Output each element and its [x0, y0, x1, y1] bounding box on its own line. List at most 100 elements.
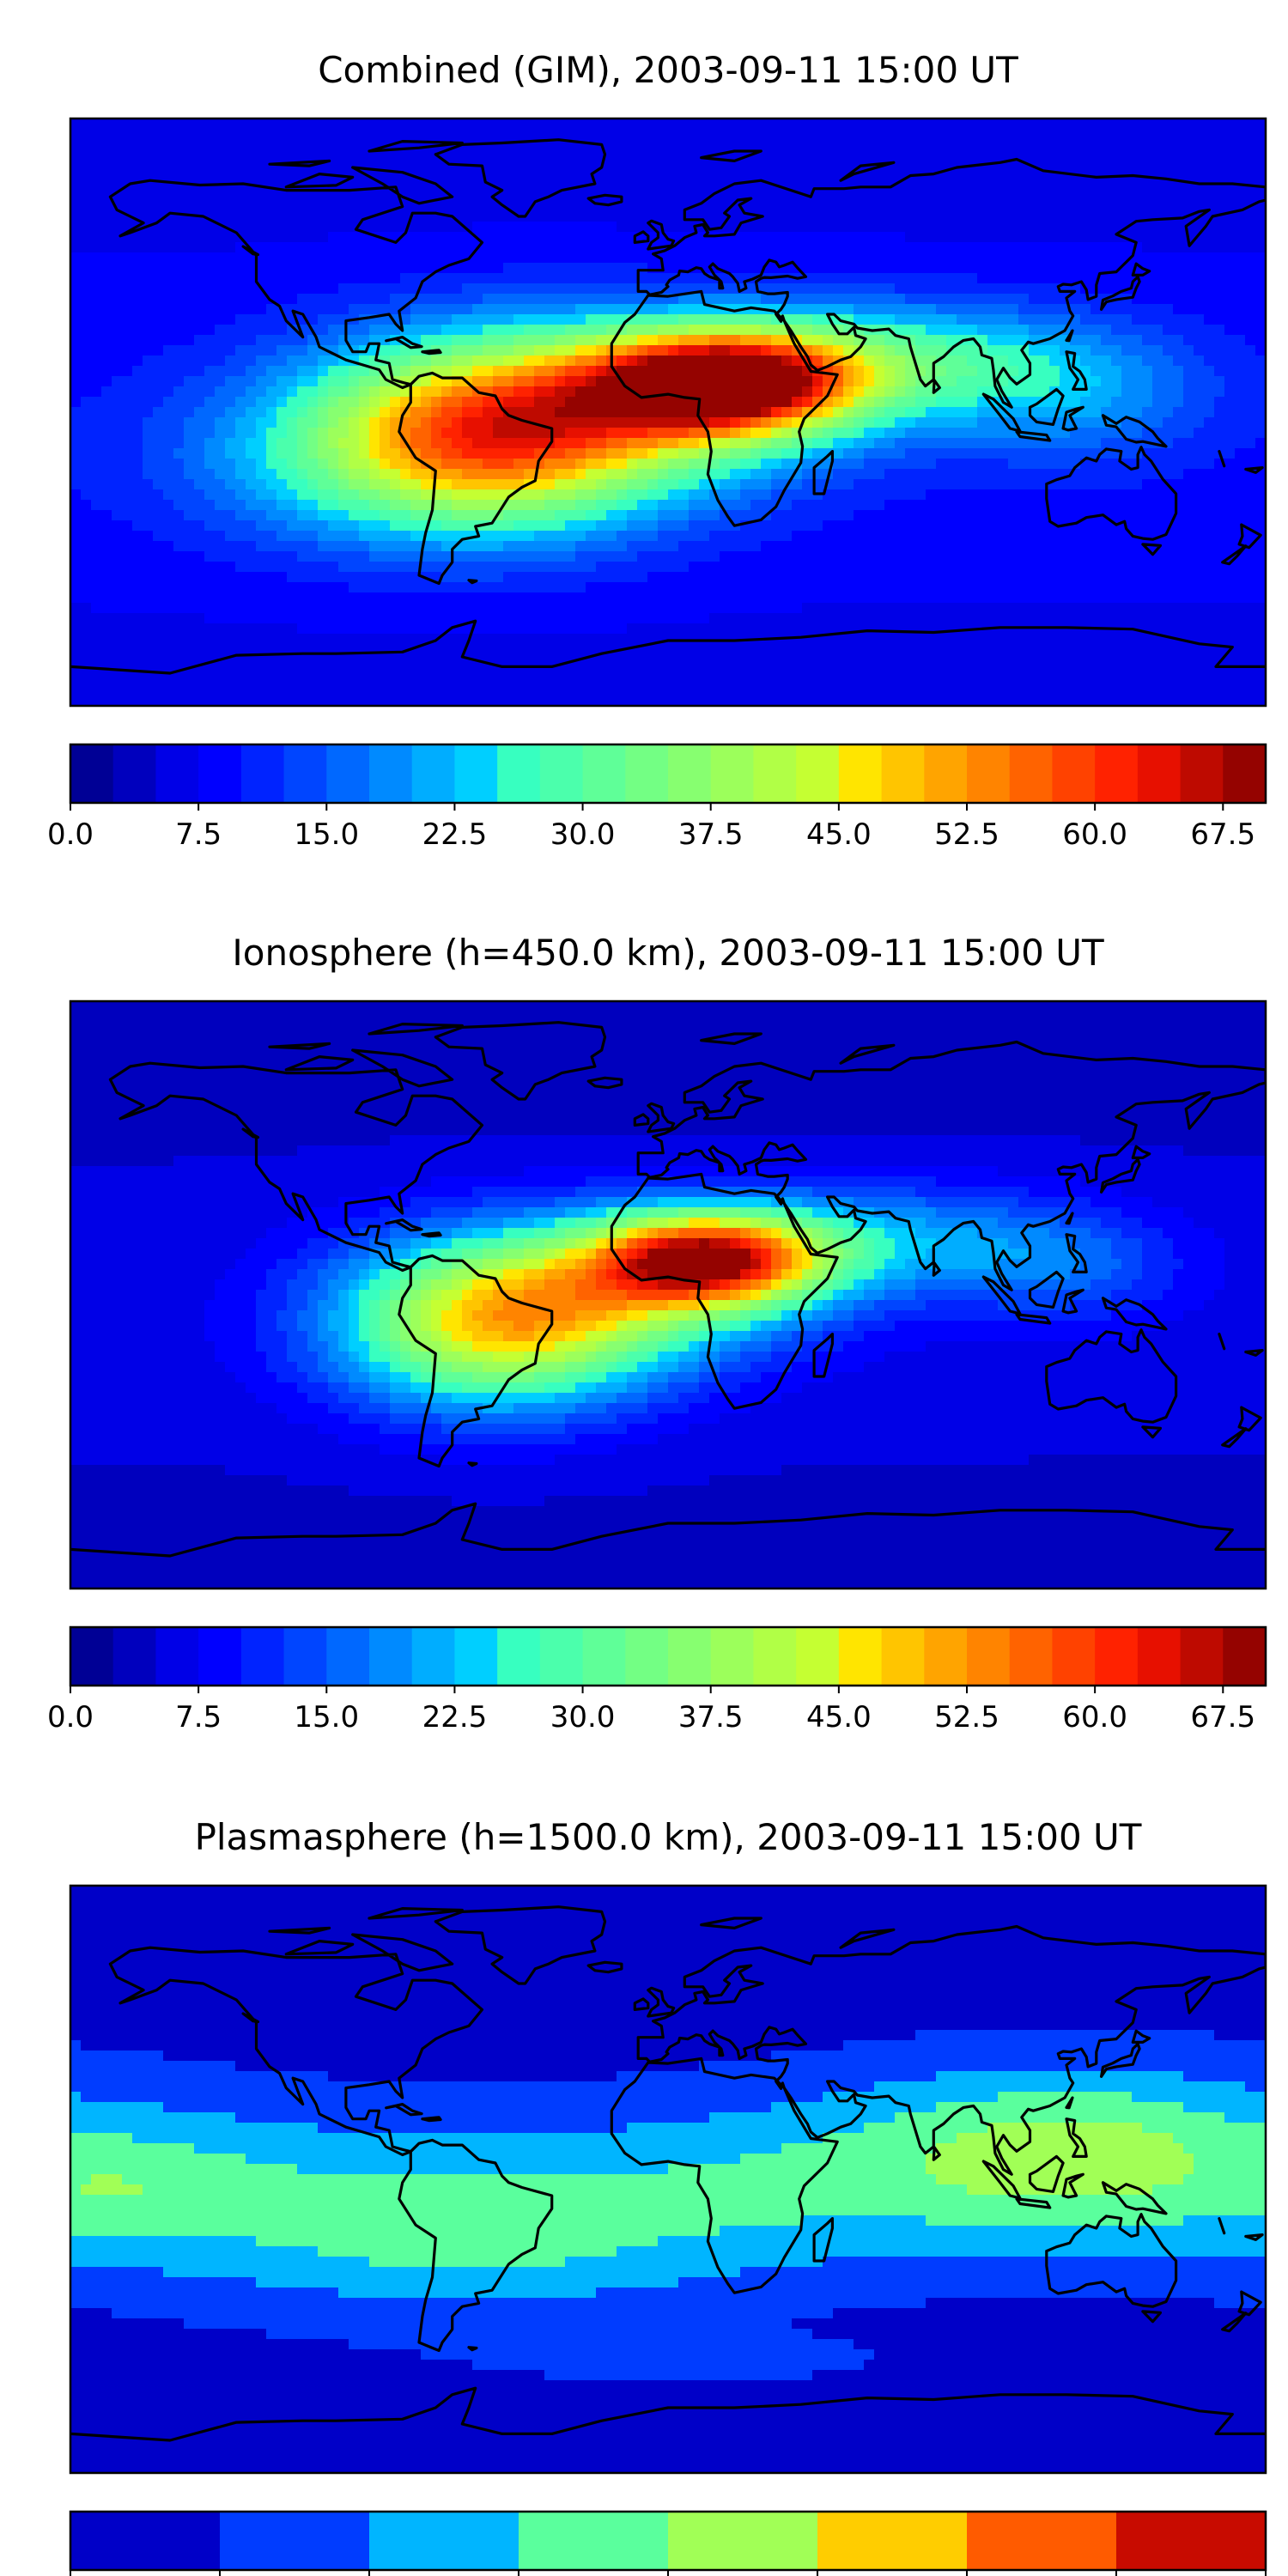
heatmap-cell [1029, 191, 1040, 202]
heatmap-cell [483, 469, 494, 480]
heatmap-cell [740, 366, 751, 377]
heatmap-cell [483, 531, 494, 542]
heatmap-cell [750, 479, 762, 490]
heatmap-cell [163, 520, 174, 532]
heatmap-cell [1008, 448, 1019, 459]
heatmap-cell [369, 510, 380, 521]
heatmap-cell [812, 273, 823, 284]
heatmap-cell [390, 160, 401, 171]
heatmap-cell [349, 211, 360, 222]
heatmap-cell [513, 263, 525, 274]
heatmap-cell [318, 201, 329, 212]
heatmap-cell [1173, 222, 1184, 233]
heatmap-cell [483, 459, 494, 470]
heatmap-cell [544, 397, 556, 408]
heatmap-cell [1245, 438, 1256, 449]
heatmap-cell [493, 541, 504, 552]
heatmap-cell [1029, 201, 1040, 212]
heatmap-cell [606, 252, 617, 264]
heatmap-cell [431, 510, 442, 521]
heatmap-cell [81, 191, 92, 202]
heatmap-cell [246, 500, 257, 511]
heatmap-cell [81, 510, 92, 521]
heatmap-cell [225, 335, 236, 346]
heatmap-cell [1060, 252, 1071, 264]
heatmap-cell [998, 149, 1009, 161]
heatmap-cell [1060, 263, 1071, 274]
heatmap-cell [606, 170, 617, 181]
heatmap-cell [246, 325, 257, 336]
heatmap-cell [750, 345, 762, 356]
heatmap-cell [606, 139, 617, 150]
heatmap-cell [792, 397, 803, 408]
heatmap-cell [503, 211, 514, 222]
heatmap-cell [400, 294, 411, 305]
heatmap-cell [91, 459, 102, 470]
heatmap-cell [390, 479, 401, 490]
heatmap-cell [1080, 489, 1091, 501]
heatmap-cell [1173, 283, 1184, 295]
heatmap-cell [225, 294, 236, 305]
heatmap-cell [1111, 397, 1122, 408]
heatmap-cell [802, 242, 813, 253]
heatmap-cell [410, 407, 422, 418]
heatmap-cell [823, 273, 834, 284]
heatmap-cell [349, 428, 360, 439]
heatmap-cell [194, 489, 205, 501]
heatmap-cell [184, 304, 195, 315]
heatmap-cell [1091, 304, 1102, 315]
heatmap-cell [915, 180, 927, 191]
heatmap-cell [771, 520, 782, 532]
heatmap-cell [678, 448, 690, 459]
heatmap-cell [606, 283, 617, 295]
heatmap-cell [524, 345, 535, 356]
heatmap-cell [812, 263, 823, 274]
heatmap-cell [864, 541, 875, 552]
heatmap-cell [678, 273, 690, 284]
heatmap-cell [606, 376, 617, 387]
heatmap-cell [194, 386, 205, 398]
heatmap-cell [132, 469, 143, 480]
heatmap-cell [359, 294, 370, 305]
heatmap-cell [1204, 355, 1215, 367]
heatmap-cell [1204, 304, 1215, 315]
heatmap-cell [70, 242, 82, 253]
heatmap-cell [1152, 139, 1163, 150]
heatmap-cell [462, 489, 473, 501]
heatmap-cell [761, 541, 772, 552]
heatmap-cell [122, 438, 133, 449]
heatmap-cell [503, 459, 514, 470]
heatmap-cell [1183, 314, 1194, 325]
heatmap-cell [565, 273, 576, 284]
heatmap-cell [215, 500, 226, 511]
heatmap-cell [905, 222, 916, 233]
heatmap-cell [884, 407, 896, 418]
heatmap-cell [874, 314, 885, 325]
heatmap-cell [441, 314, 453, 325]
heatmap-cell [184, 242, 195, 253]
heatmap-cell [977, 428, 988, 439]
heatmap-cell [276, 417, 288, 428]
heatmap-cell [153, 386, 164, 398]
heatmap-cell [410, 417, 422, 428]
heatmap-cell [1142, 366, 1153, 377]
heatmap-cell [658, 479, 669, 490]
heatmap-cell [1255, 397, 1266, 408]
heatmap-cell [575, 366, 586, 377]
heatmap-cell [256, 242, 267, 253]
heatmap-cell [699, 500, 710, 511]
heatmap-cell [668, 397, 679, 408]
heatmap-cell [390, 242, 401, 253]
heatmap-cell [307, 489, 319, 501]
heatmap-cell [235, 139, 246, 150]
heatmap-cell [936, 428, 947, 439]
heatmap-cell [987, 325, 999, 336]
heatmap-cell [380, 345, 391, 356]
heatmap-cell [699, 252, 710, 264]
heatmap-cell [544, 366, 556, 377]
heatmap-cell [637, 551, 648, 562]
heatmap-cell [1194, 407, 1205, 418]
heatmap-cell [586, 242, 597, 253]
heatmap-cell [441, 541, 453, 552]
heatmap-cell [452, 386, 463, 398]
